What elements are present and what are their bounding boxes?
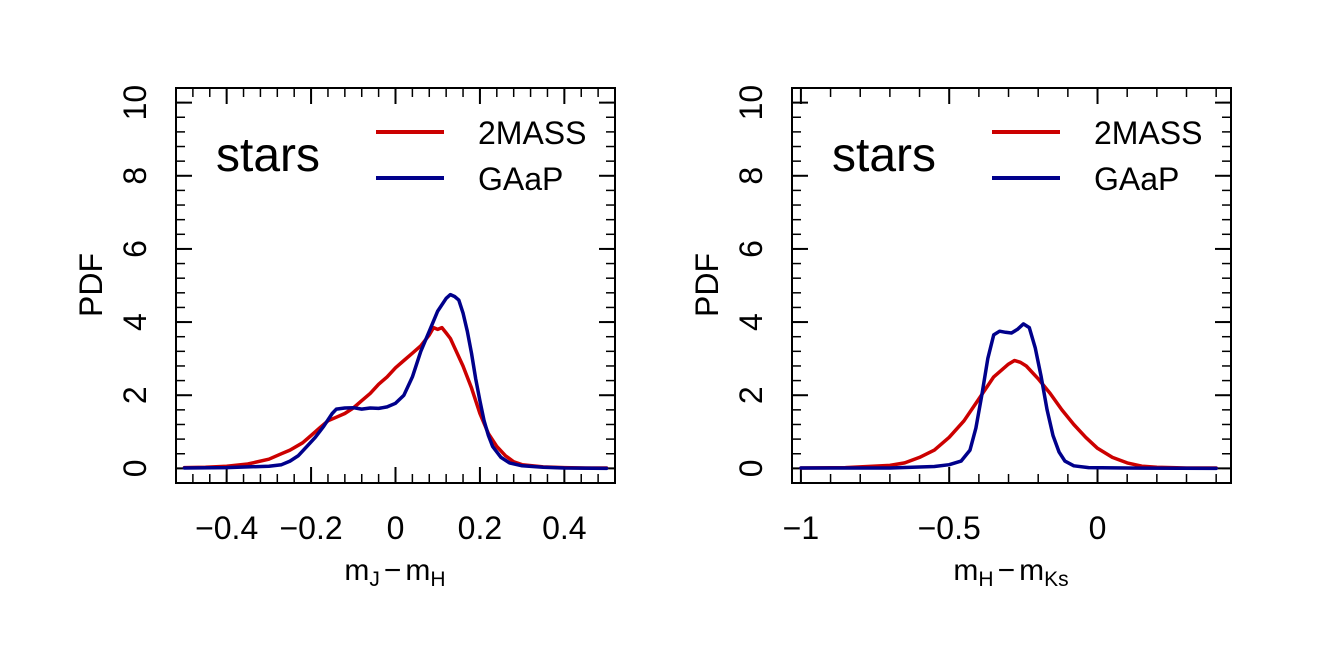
right-y-tick-label: 2	[733, 386, 769, 404]
right-series-line-gaap	[799, 322, 1218, 471]
right-plot-frame	[791, 87, 1232, 484]
left-legend-label-2mass: 2MASS	[478, 115, 586, 151]
left-x-tick-label: −0.2	[279, 510, 342, 546]
left-y-tick-label: 4	[117, 313, 153, 331]
left-legend-label-gaap: GAaP	[478, 161, 563, 197]
right-y-tick-label: 8	[733, 167, 769, 185]
right-y-axis-label: PDF	[689, 253, 725, 317]
right-panel-series	[799, 322, 1218, 471]
left-plot-frame	[175, 87, 616, 484]
left-series-line-gaap	[182, 292, 609, 471]
left-panel-ticks: −0.4 −0.2 0 0.2 0.4 0 2 4 6 8 10	[117, 85, 616, 546]
right-y-tick-label: 6	[733, 240, 769, 258]
right-panel-ticks: −1 −0.5 0 0 2 4 6 8 10	[733, 85, 1231, 546]
left-panel-series	[182, 292, 609, 471]
right-x-tick-label: −0.5	[918, 510, 981, 546]
right-series-line-2mass	[799, 358, 1218, 470]
left-y-tick-label: 8	[117, 167, 153, 185]
left-annotation-stars: stars	[216, 129, 320, 182]
left-x-axis-label: mJ − mH	[344, 554, 445, 591]
left-y-tick-label: 6	[117, 240, 153, 258]
right-x-axis-label: mH − mKs	[953, 554, 1068, 591]
left-y-tick-label: 10	[117, 85, 153, 121]
left-y-tick-label: 2	[117, 386, 153, 404]
right-x-tick-label: 0	[1089, 510, 1107, 546]
left-x-tick-label: 0	[387, 510, 405, 546]
right-y-tick-label: 10	[733, 85, 769, 121]
left-x-tick-label: −0.4	[195, 510, 258, 546]
left-x-tick-label: 0.4	[542, 510, 586, 546]
right-y-tick-label: 0	[733, 459, 769, 477]
right-annotation-stars: stars	[832, 129, 936, 182]
right-y-tick-label: 4	[733, 313, 769, 331]
right-legend-label-2mass: 2MASS	[1094, 115, 1202, 151]
right-panel: −1 −0.5 0 0 2 4 6 8 10 stars 2MASS GAaP PDF mH − m…	[689, 85, 1232, 591]
left-x-tick-label: 0.2	[458, 510, 502, 546]
right-legend-label-gaap: GAaP	[1094, 161, 1179, 197]
right-legend: 2MASS GAaP	[992, 115, 1202, 197]
left-series-line-2mass	[182, 325, 609, 470]
left-y-axis-label: PDF	[73, 253, 109, 317]
left-y-tick-label: 0	[117, 459, 153, 477]
left-legend: 2MASS GAaP	[376, 115, 586, 197]
right-x-tick-label: −1	[783, 510, 819, 546]
